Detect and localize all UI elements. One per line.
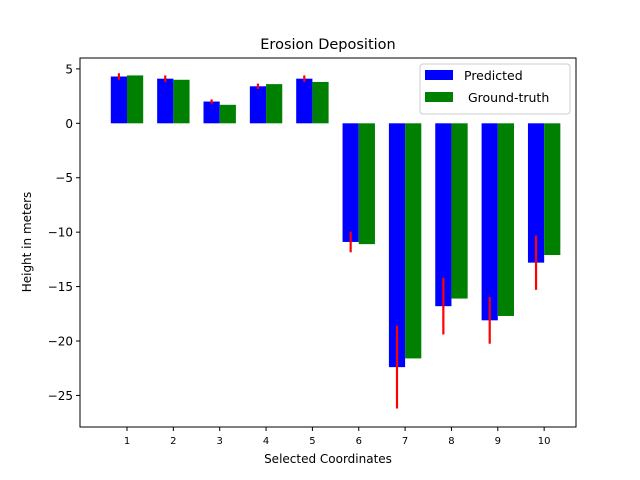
x-tick-label: 4 (263, 436, 269, 447)
x-axis-ticks: 1 2 3 4 5 6 7 8 9 10 (124, 427, 551, 447)
bar-predicted-2 (157, 78, 174, 124)
x-tick-label: 5 (309, 436, 315, 447)
y-tick-label: −10 (48, 226, 73, 240)
x-axis-label: Selected Coordinates (264, 452, 392, 466)
legend-label-ground-truth: Ground-truth (464, 90, 549, 105)
x-tick-label: 3 (217, 436, 223, 447)
bar-ground-truth-6 (358, 123, 375, 245)
x-tick-label: 1 (124, 436, 130, 447)
bar-ground-truth-3 (219, 104, 236, 124)
bar-predicted-7 (388, 123, 406, 368)
y-tick-label: −25 (48, 389, 73, 403)
legend-swatch-ground-truth (425, 92, 453, 102)
legend-label-predicted: Predicted (464, 68, 523, 83)
bar-ground-truth-1 (127, 75, 144, 124)
plot-frame (79, 57, 577, 428)
chart-title: Erosion Deposition (260, 37, 395, 53)
bar-ground-truth-10 (544, 123, 561, 256)
bar-predicted-8 (435, 123, 452, 307)
bar-predicted-3 (203, 101, 220, 124)
x-tick-label: 8 (448, 436, 454, 447)
x-tick-label: 9 (495, 436, 501, 447)
bar-predicted-1 (110, 76, 127, 124)
bar-ground-truth-8 (451, 123, 468, 299)
bar-ground-truth-5 (312, 81, 329, 124)
bar-predicted-9 (481, 123, 498, 321)
bar-predicted-10 (527, 123, 545, 263)
legend: Predicted Ground-truth (419, 63, 571, 115)
x-tick-label: 10 (538, 436, 551, 447)
y-tick-label: −15 (48, 280, 73, 294)
y-tick-label: −5 (55, 171, 73, 185)
legend-box (419, 63, 571, 115)
y-axis-ticks: 5 0 −5 −10 −15 −20 −25 (48, 62, 80, 403)
x-tick-label: 7 (402, 436, 408, 447)
bar-predicted-5 (296, 78, 313, 124)
x-tick-label: 6 (356, 436, 362, 447)
y-tick-label: 5 (65, 62, 73, 76)
bars-layer (110, 75, 561, 368)
bar-ground-truth-9 (497, 123, 514, 316)
bar-predicted-6 (342, 123, 359, 242)
bar-ground-truth-7 (405, 123, 422, 359)
bar-predicted-4 (249, 86, 267, 124)
y-tick-label: −20 (48, 335, 73, 349)
y-tick-label: 0 (65, 117, 73, 131)
legend-swatch-predicted (425, 70, 453, 80)
bar-ground-truth-4 (266, 84, 283, 124)
y-axis-label: Height in meters (20, 192, 34, 293)
error-bars-layer (117, 73, 538, 409)
bar-ground-truth-2 (173, 79, 190, 124)
x-tick-label: 2 (170, 436, 176, 447)
